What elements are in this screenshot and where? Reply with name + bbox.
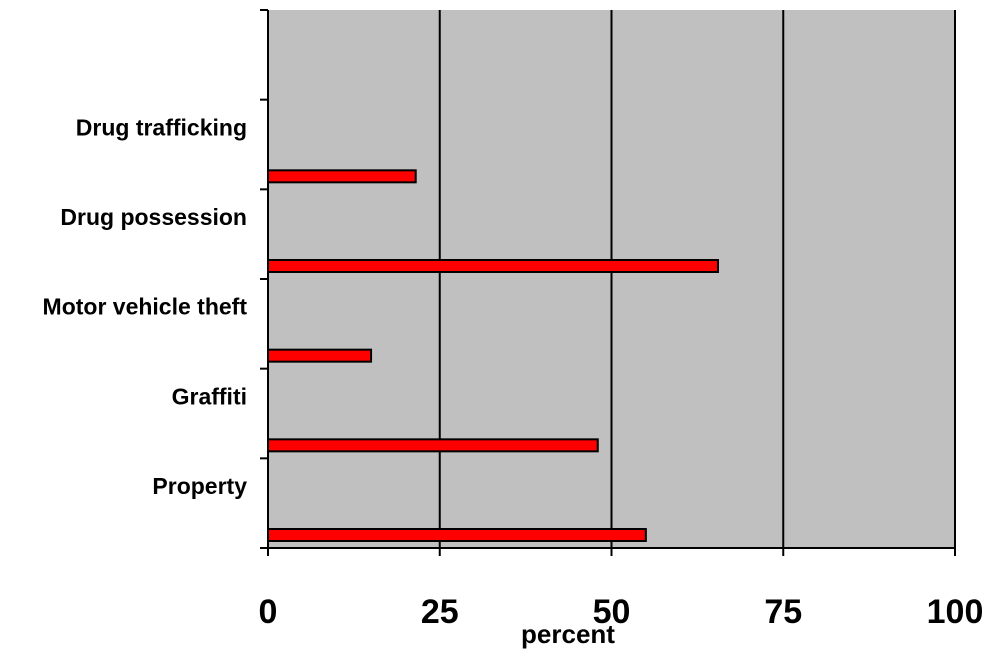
bar [267,348,373,363]
category-label: Graffiti [172,383,247,409]
x-tick-labels: 0 25 50 75 100 [259,593,984,631]
category-labels: Drug trafficking Drug possession Motor veh… [43,114,248,499]
x-tick-label: 100 [927,593,984,631]
bar [267,259,719,273]
gridlines [438,10,956,548]
category-label: Motor vehicle theft [43,294,248,320]
bar [267,528,647,542]
category-label: Drug possession [60,204,247,230]
x-tick-label: 50 [593,593,631,631]
x-axis-label: percent [521,619,615,649]
x-tick-label: 0 [259,593,278,631]
bars [267,169,719,542]
category-label: Property [152,473,247,499]
x-tick-label: 75 [764,593,802,631]
axes [260,9,956,556]
category-label: Drug trafficking [76,114,247,140]
bar [267,438,599,453]
x-tick-label: 25 [421,593,459,631]
bar [267,169,417,184]
